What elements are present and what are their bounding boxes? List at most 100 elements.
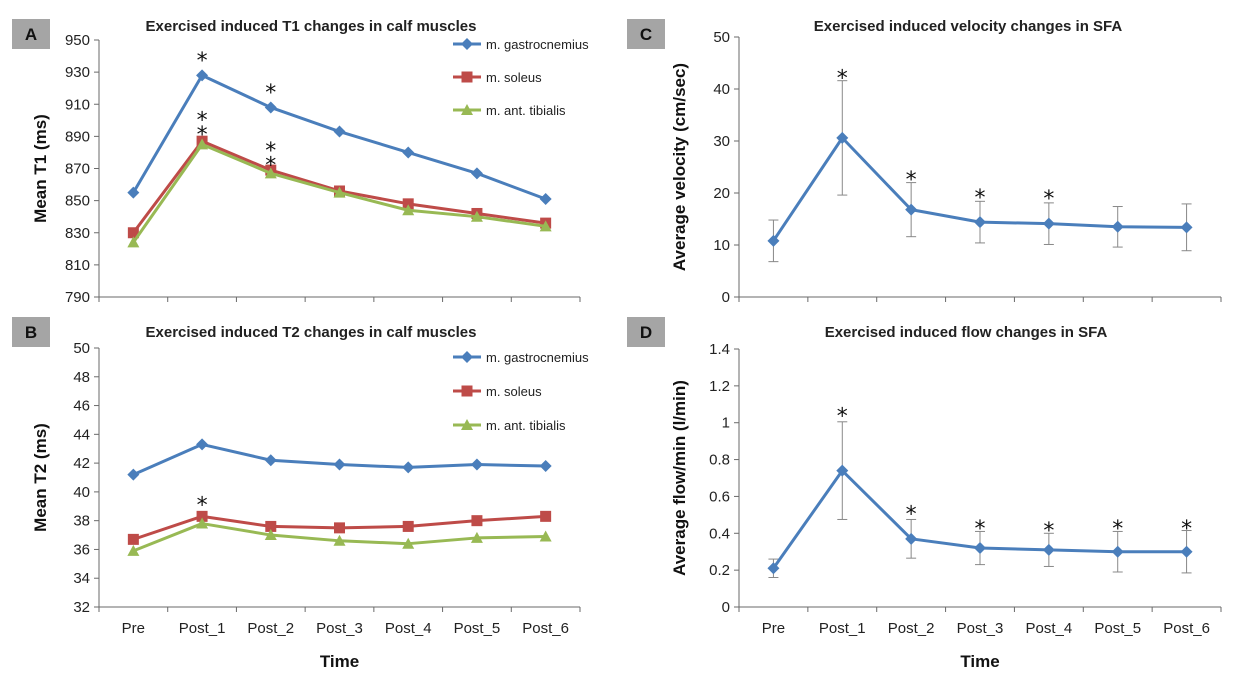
- data-point: [540, 510, 552, 522]
- y-tick-label: 50: [73, 340, 90, 357]
- series-1: [127, 510, 552, 545]
- y-tick-label: 910: [65, 96, 90, 113]
- data-point: [1111, 220, 1124, 233]
- data-point: [127, 236, 140, 248]
- data-point: [539, 220, 552, 232]
- y-tick-label: 950: [65, 32, 90, 49]
- data-point: [974, 542, 986, 555]
- x-tick-label: Post_4: [385, 620, 432, 637]
- x-tick-label: Post_3: [316, 620, 363, 637]
- data-point: [767, 562, 780, 575]
- legend-label: m. gastrocnemius: [486, 37, 589, 52]
- y-tick-label: 38: [73, 513, 90, 530]
- series-2: [127, 138, 552, 248]
- y-axis-label: Average flow/min (l/min): [670, 380, 689, 576]
- data-point: [539, 193, 552, 206]
- y-tick-label: 0.4: [709, 525, 730, 542]
- data-point: [333, 458, 346, 471]
- y-tick-label: 1: [722, 415, 730, 432]
- y-tick-label: 0: [722, 599, 730, 616]
- data-point: [905, 532, 918, 545]
- y-tick-label: 0.8: [709, 452, 730, 469]
- panel-label: C: [640, 25, 652, 44]
- data-point: [905, 203, 918, 216]
- data-point: [402, 146, 415, 159]
- y-tick-label: 0: [722, 289, 730, 306]
- significance-marker: *: [265, 153, 276, 178]
- data-point: [1111, 545, 1124, 558]
- y-tick-label: 48: [73, 369, 90, 386]
- data-point: [402, 198, 414, 210]
- legend-label: m. gastrocnemius: [486, 350, 589, 365]
- data-point: [836, 464, 849, 477]
- x-tick-label: Pre: [762, 620, 785, 637]
- series-0: [767, 421, 1193, 579]
- y-tick-label: 20: [713, 185, 730, 202]
- panel-d: D Exercised induced flow changes in SFA 0 0…: [627, 317, 1222, 671]
- significance-marker: *: [837, 405, 848, 430]
- y-tick-label: 50: [713, 29, 730, 46]
- y-tick-label: 34: [73, 570, 90, 587]
- data-point: [539, 459, 552, 472]
- significance-marker: *: [265, 139, 276, 164]
- significance-marker: *: [1181, 517, 1192, 542]
- y-tick-label: 40: [73, 484, 90, 501]
- panel-label-box: [12, 19, 50, 49]
- significance-marker: *: [197, 123, 208, 148]
- data-point: [539, 530, 552, 542]
- y-tick-label: 46: [73, 398, 90, 415]
- y-tick-label: 810: [65, 257, 90, 274]
- y-axis-label: Average velocity (cm/sec): [670, 63, 689, 271]
- chart-title: Exercised induced flow changes in SFA: [825, 324, 1108, 341]
- data-point: [470, 531, 483, 543]
- x-axis-label: Time: [960, 652, 999, 671]
- y-tick-label: 790: [65, 289, 90, 306]
- y-tick-label: 30: [713, 133, 730, 150]
- legend-swatch-marker: [461, 351, 473, 363]
- y-tick-label: 42: [73, 455, 90, 472]
- data-point: [265, 520, 277, 532]
- series-0: [127, 438, 552, 481]
- data-point: [264, 167, 277, 179]
- x-tick-label: Post_2: [888, 620, 935, 637]
- significance-marker: *: [1043, 187, 1054, 212]
- chart-title: Exercised induced velocity changes in SF…: [814, 18, 1123, 35]
- panel-c: C Exercised induced velocity changes in S…: [627, 18, 1222, 306]
- significance-marker: *: [975, 517, 986, 542]
- panel-label-box: [12, 317, 50, 347]
- y-tick-label: 1.4: [709, 341, 730, 358]
- series-2: [127, 517, 552, 556]
- panel-label: D: [640, 323, 652, 342]
- legend-swatch-marker: [461, 385, 473, 397]
- legend-label: m. soleus: [486, 70, 542, 85]
- significance-marker: *: [975, 186, 986, 211]
- series-0: [127, 69, 552, 206]
- legend-swatch-marker: [461, 104, 473, 115]
- data-point: [334, 522, 345, 534]
- y-tick-label: 36: [73, 541, 90, 558]
- significance-marker: *: [906, 168, 917, 193]
- x-tick-label: Post_3: [957, 620, 1004, 637]
- data-point: [402, 204, 415, 216]
- x-tick-label: Pre: [122, 620, 145, 637]
- data-point: [974, 216, 986, 229]
- y-axis-label: Mean T2 (ms): [31, 423, 50, 532]
- significance-marker: *: [837, 66, 848, 91]
- data-point: [1180, 545, 1193, 558]
- data-point: [402, 461, 415, 474]
- data-point: [333, 534, 346, 546]
- significance-marker: *: [906, 502, 917, 527]
- panel-a: A Exercised induced T1 changes in calf mu…: [12, 18, 589, 306]
- x-tick-label: Post_6: [522, 620, 569, 637]
- data-point: [333, 186, 346, 198]
- data-point: [836, 131, 849, 144]
- data-point: [127, 468, 140, 481]
- panel-label: A: [25, 25, 37, 44]
- y-tick-label: 0.6: [709, 488, 730, 505]
- data-point: [264, 529, 277, 541]
- x-tick-label: Post_6: [1163, 620, 1210, 637]
- y-tick-label: 32: [73, 599, 90, 616]
- data-point: [470, 458, 483, 471]
